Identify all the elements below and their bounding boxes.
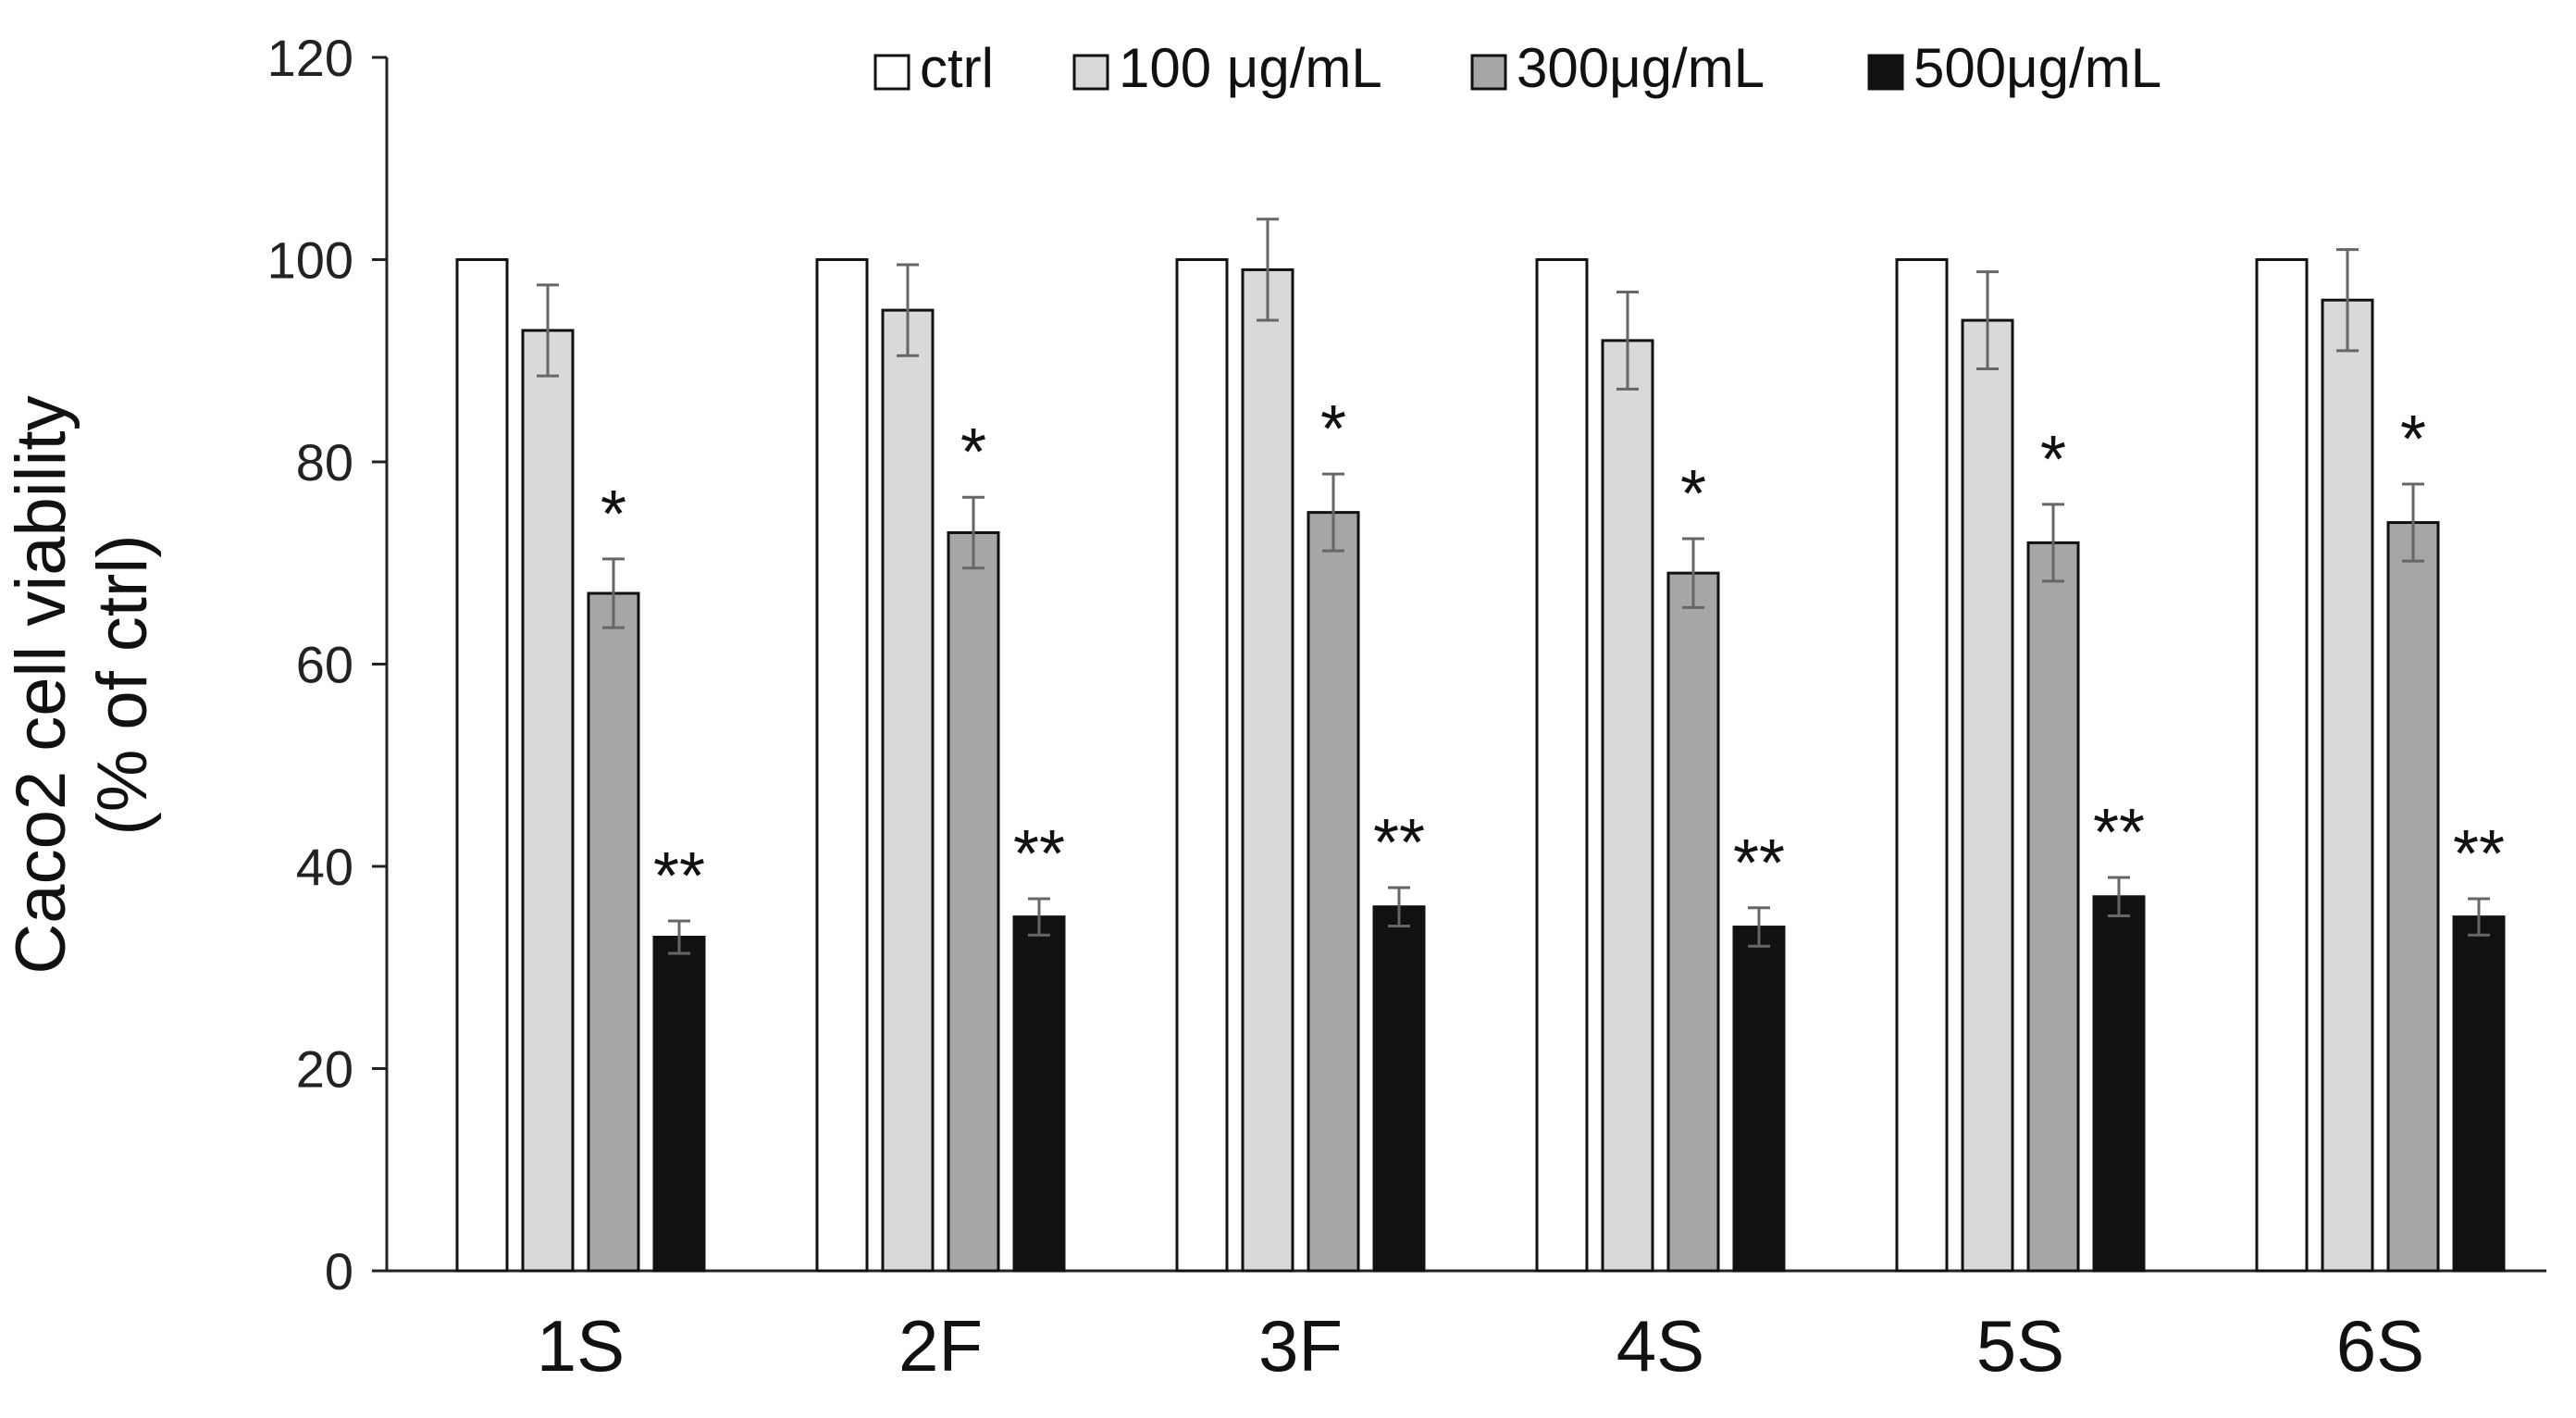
- significance-marker: **: [1013, 817, 1065, 891]
- y-axis-title-line1: Caco2 cell viability: [2, 395, 80, 974]
- legend-label: 500μg/mL: [1913, 37, 2161, 99]
- bar-4S-series-2: [1666, 571, 1720, 1273]
- legend-item-0: ctrl: [873, 37, 994, 99]
- bar-2F-series-3: [1012, 915, 1066, 1273]
- legend-swatch: [1867, 54, 1904, 91]
- legend-label: 300μg/mL: [1517, 37, 1765, 99]
- significance-marker: *: [601, 478, 626, 552]
- y-tick-label: 40: [296, 838, 353, 896]
- y-axis-title-line2: (% of ctrl): [83, 534, 162, 835]
- legend-item-2: 300μg/mL: [1470, 37, 1765, 99]
- legend-swatch: [1072, 54, 1109, 91]
- legend-item-3: 500μg/mL: [1867, 37, 2161, 99]
- bar-3F-series-1: [1241, 267, 1294, 1273]
- bars: ***1S***2F***3F***4S***5S***6S: [455, 218, 2506, 1387]
- bar-group-5S: ***5S: [1895, 258, 2146, 1387]
- significance-marker: **: [653, 840, 705, 914]
- bar-6S-series-2: [2386, 521, 2440, 1273]
- significance-marker: **: [1373, 806, 1425, 880]
- axes: 0 20 40 60 80 100 120: [267, 29, 2546, 1300]
- legend-swatch: [873, 54, 910, 91]
- y-tick-label: 80: [296, 433, 353, 491]
- bar-2F-series-2: [947, 530, 1000, 1273]
- legend: ctrl 100 μg/mL 300μg/mL 500μg/mL: [873, 37, 2161, 99]
- bar-1S-series-1: [521, 329, 575, 1273]
- bar-group-2F: ***2F: [815, 258, 1066, 1387]
- bar-group-4S: ***4S: [1535, 258, 1786, 1387]
- bar-group-3F: ***3F: [1175, 218, 1426, 1387]
- x-tick-label: 1S: [537, 1305, 625, 1387]
- y-axis-title: Caco2 cell viability (% of ctrl): [2, 395, 162, 974]
- x-tick-label: 6S: [2336, 1305, 2424, 1387]
- y-tick-label: 0: [325, 1242, 353, 1300]
- x-tick-label: 4S: [1616, 1305, 1704, 1387]
- legend-item-1: 100 μg/mL: [1072, 37, 1382, 99]
- significance-marker: *: [1320, 392, 1346, 466]
- bar-1S-series-2: [587, 591, 640, 1273]
- significance-marker: *: [960, 416, 986, 490]
- bar-group-1S: ***1S: [455, 258, 706, 1387]
- bar-3F-series-0: [1175, 258, 1229, 1273]
- bar-5S-series-1: [1961, 318, 2014, 1273]
- bar-4S-series-3: [1732, 926, 1786, 1273]
- y-tick-label: 20: [296, 1040, 353, 1099]
- legend-label: ctrl: [920, 37, 994, 99]
- y-tick-label: 120: [267, 29, 353, 87]
- bar-5S-series-0: [1895, 258, 1949, 1273]
- bar-6S-series-1: [2321, 298, 2374, 1273]
- significance-marker: **: [2093, 796, 2145, 870]
- bar-2F-series-1: [881, 308, 935, 1273]
- significance-marker: **: [1733, 827, 1785, 901]
- legend-label: 100 μg/mL: [1119, 37, 1382, 99]
- bar-4S-series-1: [1601, 339, 1654, 1273]
- x-tick-label: 3F: [1258, 1305, 1343, 1387]
- bar-1S-series-0: [455, 258, 509, 1273]
- y-tick-label: 100: [267, 231, 353, 290]
- bar-5S-series-3: [2092, 895, 2146, 1273]
- significance-marker: *: [1680, 457, 1706, 531]
- y-tick-label: 60: [296, 636, 353, 694]
- significance-marker: *: [2400, 403, 2426, 477]
- bar-2F-series-0: [815, 258, 869, 1273]
- bar-6S-series-3: [2452, 915, 2506, 1273]
- legend-swatch: [1470, 54, 1507, 91]
- bar-5S-series-2: [2026, 541, 2080, 1273]
- significance-marker: *: [2040, 423, 2066, 497]
- bar-3F-series-3: [1372, 905, 1426, 1273]
- bar-1S-series-3: [652, 935, 706, 1273]
- significance-marker: **: [2453, 817, 2505, 891]
- x-tick-label: 5S: [1976, 1305, 2064, 1387]
- x-tick-label: 2F: [898, 1305, 983, 1387]
- bar-6S-series-0: [2255, 258, 2309, 1273]
- bar-group-6S: ***6S: [2255, 248, 2506, 1387]
- bar-3F-series-2: [1307, 511, 1360, 1273]
- bar-4S-series-0: [1535, 258, 1589, 1273]
